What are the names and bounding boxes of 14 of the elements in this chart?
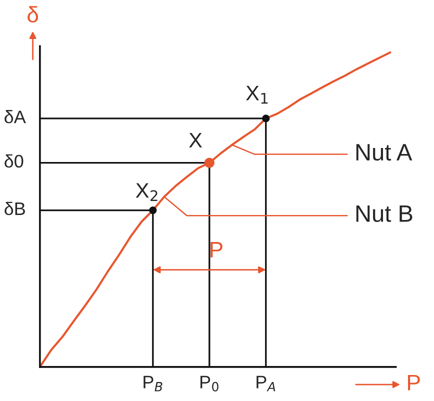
y-axis-title: δ	[28, 6, 38, 22]
x-tick-label: P$_{A}$	[256, 376, 276, 392]
annotation: Nut B	[356, 206, 412, 222]
annotation: Nut A	[356, 144, 412, 161]
annotation: X	[189, 133, 202, 148]
ref-line-label: δ0	[4, 154, 24, 168]
ref-line-label: δB	[4, 202, 25, 216]
ref-line-label: δA	[4, 110, 26, 124]
x-tick-label: P$_{B}$	[144, 376, 162, 392]
x-axis-title: P	[210, 242, 222, 258]
annotation: X$_{1}$	[246, 86, 268, 104]
x-tick-label: P$_{0}$	[200, 376, 218, 392]
text: P	[408, 375, 420, 390]
annotation: X$_{2}$	[136, 183, 158, 202]
